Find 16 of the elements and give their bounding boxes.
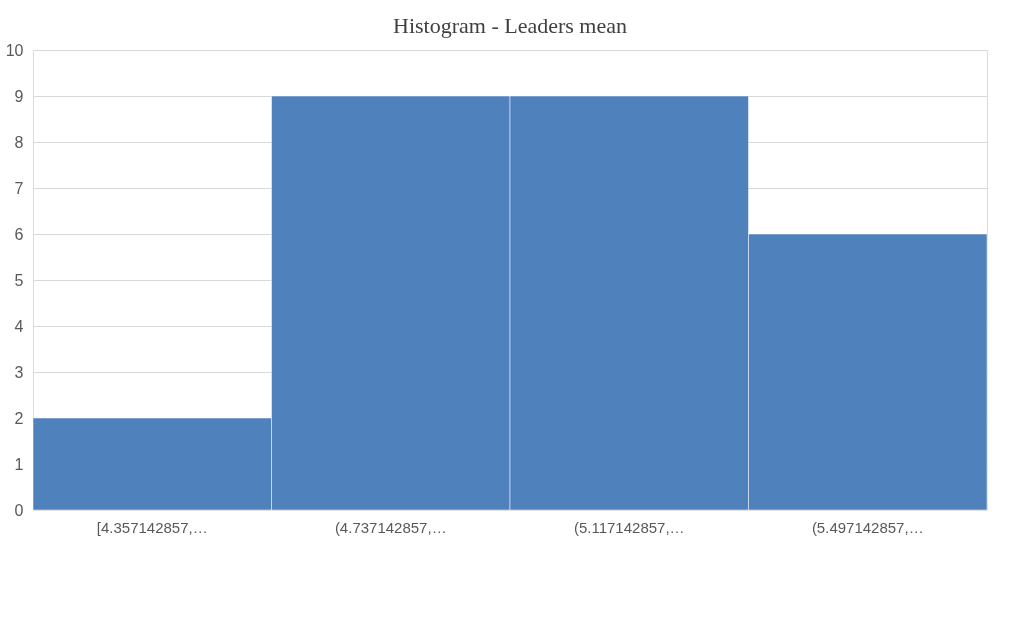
- y-tick-label: 6: [14, 225, 24, 243]
- y-tick-label: 9: [14, 87, 24, 105]
- y-tick-label: 7: [14, 179, 24, 197]
- y-tick-label: 5: [14, 271, 24, 289]
- y-tick-label: 3: [14, 363, 24, 381]
- y-tick-label: 1: [14, 455, 24, 473]
- y-tick-label: 8: [14, 133, 24, 151]
- x-tick-label: [4.357142857,…: [96, 518, 208, 536]
- y-tick-label: 4: [14, 317, 24, 335]
- chart-title: Histogram - Leaders mean: [393, 13, 627, 38]
- x-tick-label: (5.117142857,…: [573, 518, 685, 536]
- x-tick-label: (5.497142857,…: [811, 518, 924, 536]
- y-tick-label: 2: [14, 409, 24, 427]
- y-tick-label: 0: [14, 501, 24, 519]
- y-tick-label: 10: [5, 41, 24, 59]
- x-tick-label: (4.737142857,…: [334, 518, 447, 536]
